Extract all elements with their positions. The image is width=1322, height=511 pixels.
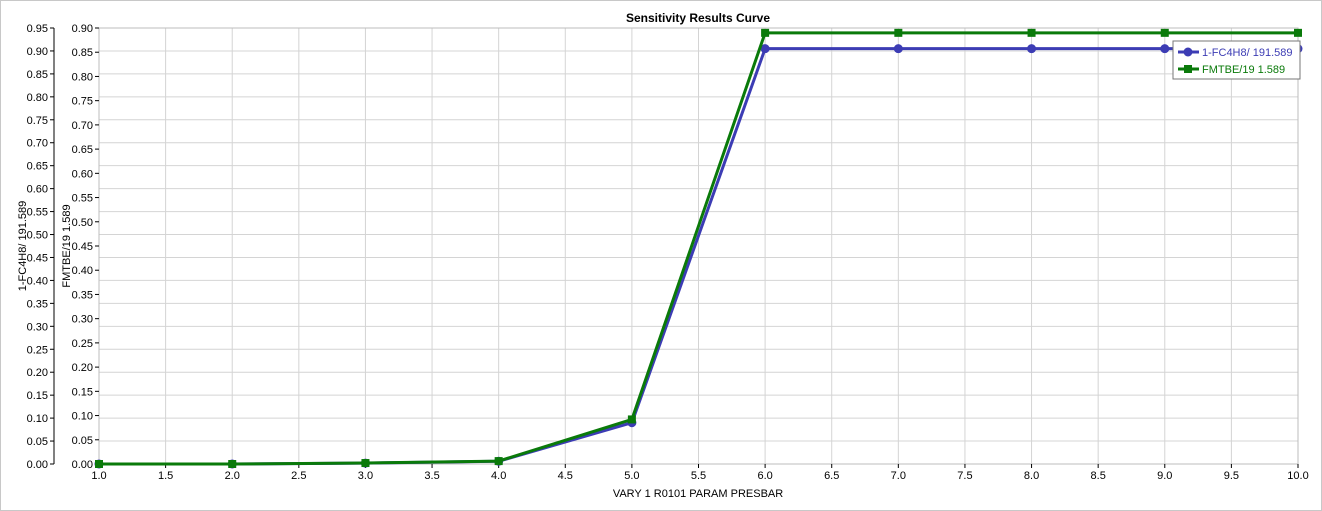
outer-y-tick-label: 0.45 [27,252,48,264]
series-2-point [1160,28,1169,37]
x-tick-label: 7.0 [891,470,906,482]
inner-y-tick-label: 0.60 [72,168,93,180]
series-1-point [893,44,903,54]
x-tick-label: 3.0 [358,470,373,482]
inner-y-tick-label: 0.65 [72,144,93,156]
inner-y-tick-label: 0.20 [72,362,93,374]
inner-y-tick-label: 0.05 [72,435,93,447]
inner-y-tick-label: 0.15 [72,386,93,398]
inner-y-tick-label: 0.25 [72,338,93,350]
outer-y-tick-label: 0.10 [27,413,48,425]
outer-y-tick-label: 0.95 [27,23,48,35]
inner-y-tick-label: 0.70 [72,120,93,132]
x-tick-label: 6.5 [824,470,839,482]
series-2-point [627,415,636,424]
x-tick-label: 4.0 [491,470,506,482]
inner-y-tick-label: 0.50 [72,217,93,229]
outer-y-tick-label: 0.00 [27,459,48,471]
x-axis-label: VARY 1 R0101 PARAM PRESBAR [613,488,783,500]
x-tick-label: 5.5 [691,470,706,482]
x-tick-label: 8.0 [1024,470,1039,482]
x-tick-label: 2.5 [291,470,306,482]
outer-y-ticks: 0.00 0.05 0.10 0.15 0.20 0.25 0.30 0.35 0.40 0.45… [27,23,54,471]
x-ticks: 1.0 1.5 2.0 2.5 3.0 3.5 4.0 4.5 5.0 5.5 6.0 6.5 7.0 7… [91,464,1309,482]
series-2-point [1294,28,1302,37]
inner-y-tick-label: 0.10 [72,411,93,423]
x-tick-label: 1.5 [158,470,173,482]
outer-y-tick-label: 0.15 [27,390,48,402]
series-2-point [95,460,103,468]
outer-y-tick-label: 0.55 [27,207,48,219]
outer-y-tick-label: 0.85 [27,69,48,81]
series-2-point [761,28,770,37]
outer-y-tick-label: 0.70 [27,138,48,150]
inner-y-tick-label: 0.90 [72,23,93,35]
inner-y-tick-label: 0.75 [72,96,93,108]
legend-marker-1 [1183,47,1193,57]
series-lines [94,28,1303,469]
inner-y-tick-label: 0.35 [72,289,93,301]
outer-y-tick-label: 0.60 [27,184,48,196]
outer-y-tick-label: 0.75 [27,115,48,127]
x-tick-label: 6.0 [757,470,772,482]
legend: 1-FC4H8/ 191.589 FMTBE/19 1.589 [1172,40,1301,80]
x-tick-label: 9.0 [1157,470,1172,482]
chart-title: Sensitivity Results Curve [626,11,770,25]
inner-y-tick-label: 0.80 [72,71,93,83]
outer-y-tick-label: 0.80 [27,92,48,104]
inner-y-axis-label: FMTBE/19 1.589 [61,204,73,287]
inner-y-tick-label: 0.55 [72,193,93,205]
series-1-point [1160,44,1170,54]
inner-y-tick-label: 0.30 [72,314,93,326]
outer-y-tick-label: 0.25 [27,344,48,356]
series-1-point [1027,44,1037,54]
x-tick-label: 1.0 [91,470,106,482]
legend-marker-2 [1184,65,1192,73]
x-tick-label: 8.5 [1091,470,1106,482]
outer-y-tick-label: 0.90 [27,46,48,58]
x-tick-label: 5.0 [624,470,639,482]
outer-y-tick-label: 0.65 [27,161,48,173]
series-line-2 [99,31,1298,466]
x-tick-label: 7.5 [957,470,972,482]
legend-label-2: FMTBE/19 1.589 [1202,64,1285,76]
x-tick-label: 3.5 [424,470,439,482]
outer-y-tick-label: 0.40 [27,275,48,287]
inner-y-tick-label: 0.85 [72,47,93,59]
inner-y-tick-label: 0.40 [72,265,93,277]
inner-y-tick-label: 0.45 [72,241,93,253]
legend-label-1: 1-FC4H8/ 191.589 [1202,47,1293,59]
series-2-point [228,460,237,468]
series-2-point [361,459,370,468]
outer-y-axis-label: 1-FC4H8/ 191.589 [17,201,29,292]
outer-y-tick-label: 0.20 [27,367,48,379]
inner-y-ticks: 0.00 0.05 0.10 0.15 0.20 0.25 0.30 0.35 0.40 0.45… [72,23,99,471]
x-tick-label: 2.0 [225,470,240,482]
series-2-point [494,457,503,466]
x-tick-label: 10.0 [1287,470,1308,482]
outer-y-tick-label: 0.30 [27,321,48,333]
x-tick-label: 4.5 [558,470,573,482]
series-2-point [1027,28,1036,37]
series-2-point [894,28,903,37]
outer-y-tick-label: 0.50 [27,230,48,242]
outer-y-tick-label: 0.35 [27,298,48,310]
series-1-point [760,44,770,54]
inner-y-tick-label: 0.00 [72,459,93,471]
outer-y-tick-label: 0.05 [27,436,48,448]
x-tick-label: 9.5 [1224,470,1239,482]
legend-box [1172,40,1301,80]
